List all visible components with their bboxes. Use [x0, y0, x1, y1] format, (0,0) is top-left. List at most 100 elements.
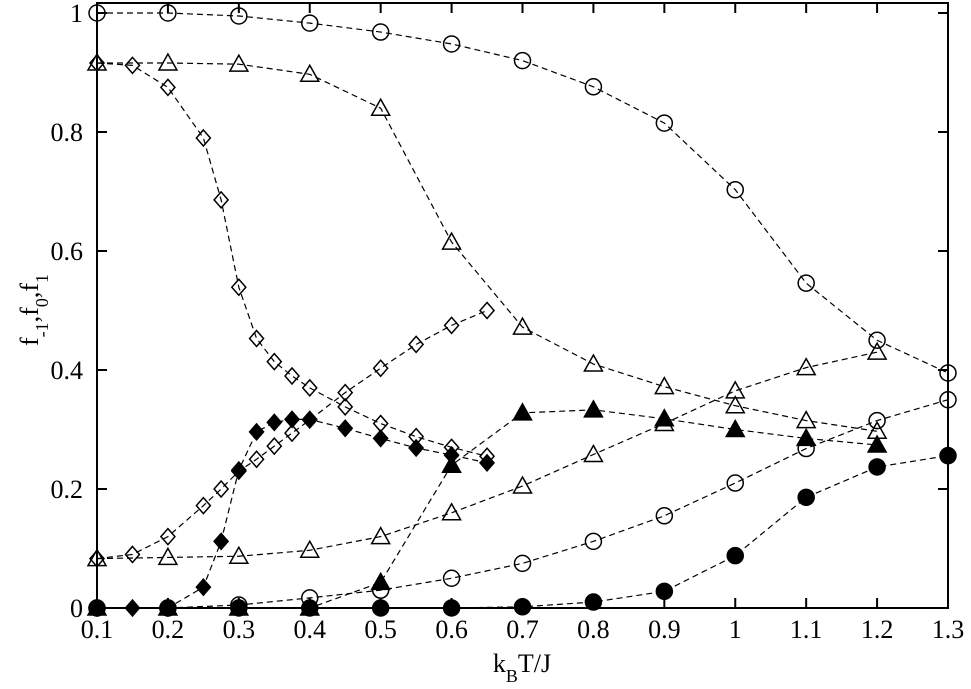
y-tick-label: 0.4	[51, 356, 84, 385]
data-point	[868, 331, 886, 349]
data-point	[654, 408, 675, 427]
x-tick-label: 0.4	[294, 615, 327, 644]
series-line	[96, 309, 488, 560]
data-point	[724, 380, 746, 399]
data-point	[301, 14, 319, 32]
data-point	[299, 539, 321, 559]
data-point	[726, 474, 744, 492]
data-point	[228, 53, 250, 72]
data-point	[797, 488, 815, 507]
data-point	[442, 569, 461, 587]
data-point	[284, 423, 301, 443]
data-point	[284, 410, 301, 429]
data-point	[213, 532, 230, 551]
data-point	[213, 479, 230, 499]
data-point	[795, 410, 817, 429]
x-tick-label: 0.5	[364, 615, 397, 644]
ylabel-part: 0	[32, 298, 52, 307]
data-point	[372, 414, 389, 433]
data-point	[724, 418, 746, 438]
data-point	[512, 316, 533, 335]
data-point	[866, 434, 888, 453]
data-point	[248, 450, 265, 469]
data-point	[584, 78, 603, 96]
x-tick-label: 0.2	[152, 615, 185, 644]
data-point	[655, 507, 674, 525]
x-tick-label: 1	[729, 615, 742, 644]
data-point	[299, 63, 321, 83]
data-point	[370, 97, 391, 116]
data-point	[88, 599, 106, 617]
x-tick-label: 0.3	[223, 615, 256, 644]
data-point	[124, 545, 141, 564]
data-point	[371, 599, 390, 617]
data-point	[248, 422, 265, 442]
series-line	[97, 418, 488, 609]
data-point	[868, 411, 886, 430]
data-point	[939, 446, 957, 465]
data-point	[372, 359, 389, 378]
data-point	[266, 352, 283, 371]
data-point	[479, 453, 496, 472]
x-tick-label: 0.6	[435, 615, 468, 644]
data-point	[513, 554, 532, 573]
plot-frame	[96, 2, 949, 609]
data-point	[655, 114, 674, 132]
data-point	[726, 180, 744, 199]
data-point	[443, 316, 460, 335]
data-point	[228, 545, 250, 564]
x-tick-label: 1.2	[861, 615, 894, 644]
data-point	[371, 581, 390, 599]
data-point	[512, 402, 533, 421]
data-point	[195, 496, 212, 515]
data-point	[372, 429, 389, 448]
data-point	[337, 383, 354, 402]
data-point	[230, 460, 247, 480]
data-point	[157, 52, 179, 71]
data-point	[442, 35, 461, 53]
series-line	[97, 12, 949, 374]
data-point	[441, 502, 462, 521]
data-point	[195, 128, 212, 148]
data-point	[583, 443, 604, 463]
data-point	[655, 582, 674, 601]
ylabel-part: 1	[32, 274, 52, 283]
ylabel-part: -1	[32, 322, 52, 337]
xlabel-part: B	[506, 666, 518, 686]
data-point	[284, 366, 301, 386]
data-point	[479, 301, 496, 320]
xlabel-part: T/J	[518, 649, 551, 678]
y-axis-label: f-1,f0,f1	[15, 274, 52, 346]
y-tick-label: 0	[70, 594, 83, 623]
data-point	[441, 231, 462, 250]
data-point	[157, 546, 179, 566]
data-point	[230, 278, 247, 297]
x-tick-label: 0.9	[648, 615, 681, 644]
data-point	[442, 599, 461, 617]
series-line	[96, 351, 878, 560]
series-line	[97, 399, 949, 609]
y-tick-label: 0.6	[51, 237, 84, 266]
data-point	[583, 399, 604, 418]
y-tick-label: 1	[70, 0, 83, 28]
data-point	[726, 546, 744, 565]
x-tick-label: 0.8	[577, 615, 610, 644]
x-axis-label: kBT/J	[493, 649, 551, 686]
data-point	[513, 598, 532, 616]
data-point	[408, 438, 425, 458]
data-point	[159, 527, 176, 546]
data-point	[89, 549, 105, 568]
data-point	[301, 599, 319, 617]
data-point	[159, 4, 177, 22]
data-point	[159, 78, 176, 97]
y-tick-label: 0.2	[51, 475, 84, 504]
x-tick-label: 0.7	[506, 615, 539, 644]
data-point	[441, 454, 462, 473]
ylabel-part: ,f	[15, 283, 44, 299]
data-point	[939, 391, 957, 409]
data-point	[266, 413, 283, 432]
data-point	[371, 23, 390, 41]
data-point	[583, 353, 604, 372]
data-point	[408, 335, 425, 354]
data-point	[195, 578, 212, 597]
